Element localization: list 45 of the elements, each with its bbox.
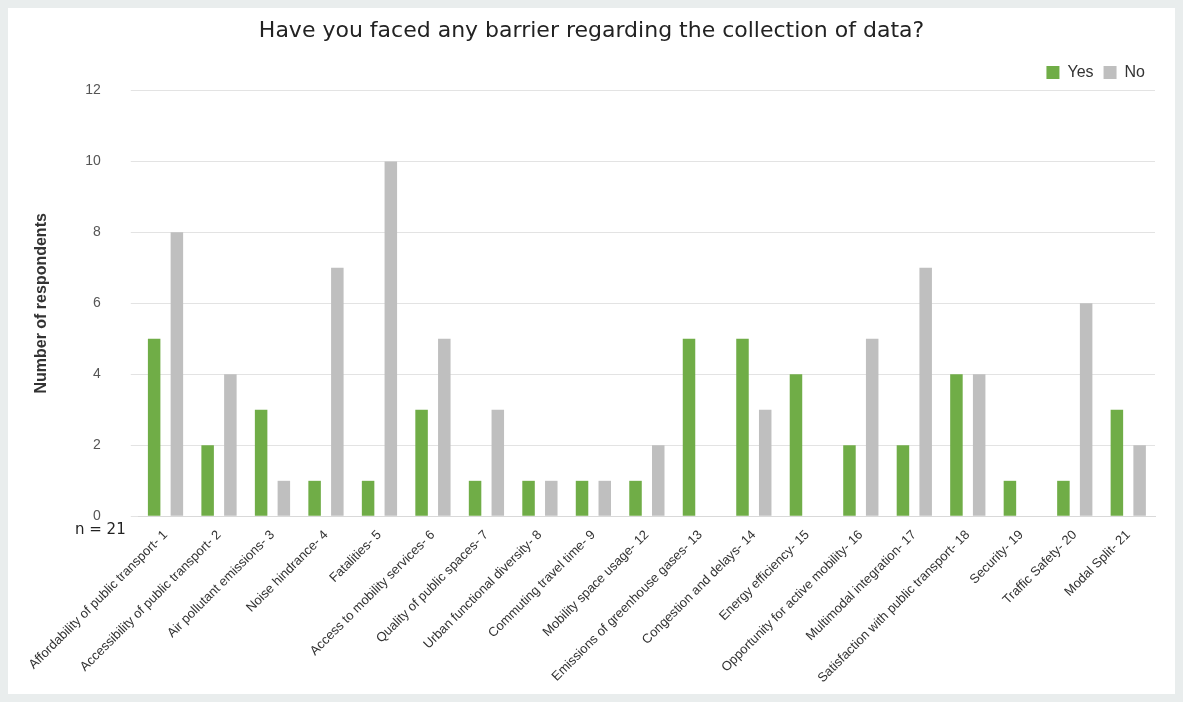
y-tick-label: 6 (92, 294, 101, 311)
bar (468, 480, 482, 516)
bar (224, 374, 237, 516)
bar (1110, 409, 1124, 516)
bar (361, 480, 375, 516)
bar (598, 480, 612, 516)
bar (758, 409, 772, 516)
bar (308, 480, 321, 516)
bar (972, 374, 986, 516)
bar (843, 445, 856, 516)
y-axis-title: Number of respondents (32, 213, 50, 394)
bar (254, 409, 268, 516)
legend-label: Yes (1067, 62, 1094, 80)
y-tick-label: 10 (85, 152, 101, 169)
bar (629, 480, 642, 516)
y-tick-label: 2 (92, 436, 101, 453)
bar (170, 232, 184, 516)
bar (201, 445, 214, 516)
bar (415, 409, 428, 516)
bar (522, 480, 535, 516)
bar (652, 445, 665, 516)
bar (1003, 480, 1017, 516)
bar (919, 267, 932, 516)
bar (1079, 303, 1093, 516)
y-tick-label: 12 (85, 81, 101, 98)
y-tick-label: 8 (92, 223, 101, 240)
y-tick-label: 4 (92, 365, 101, 382)
bar (1133, 445, 1146, 516)
bar (147, 338, 161, 516)
bar (950, 374, 963, 516)
bar (865, 338, 879, 516)
bar (277, 480, 291, 516)
bar (682, 338, 696, 516)
chart-title: Have you faced any barrier regarding the collection of data? (258, 16, 925, 42)
bar (384, 161, 398, 516)
bar (896, 445, 910, 516)
legend-label: No (1124, 62, 1146, 80)
bar (331, 267, 344, 516)
bar (491, 409, 505, 516)
bar (575, 480, 589, 516)
bar (736, 338, 749, 516)
bar (545, 480, 558, 516)
bar (789, 374, 803, 516)
bar (1057, 480, 1070, 516)
bar (438, 338, 451, 516)
